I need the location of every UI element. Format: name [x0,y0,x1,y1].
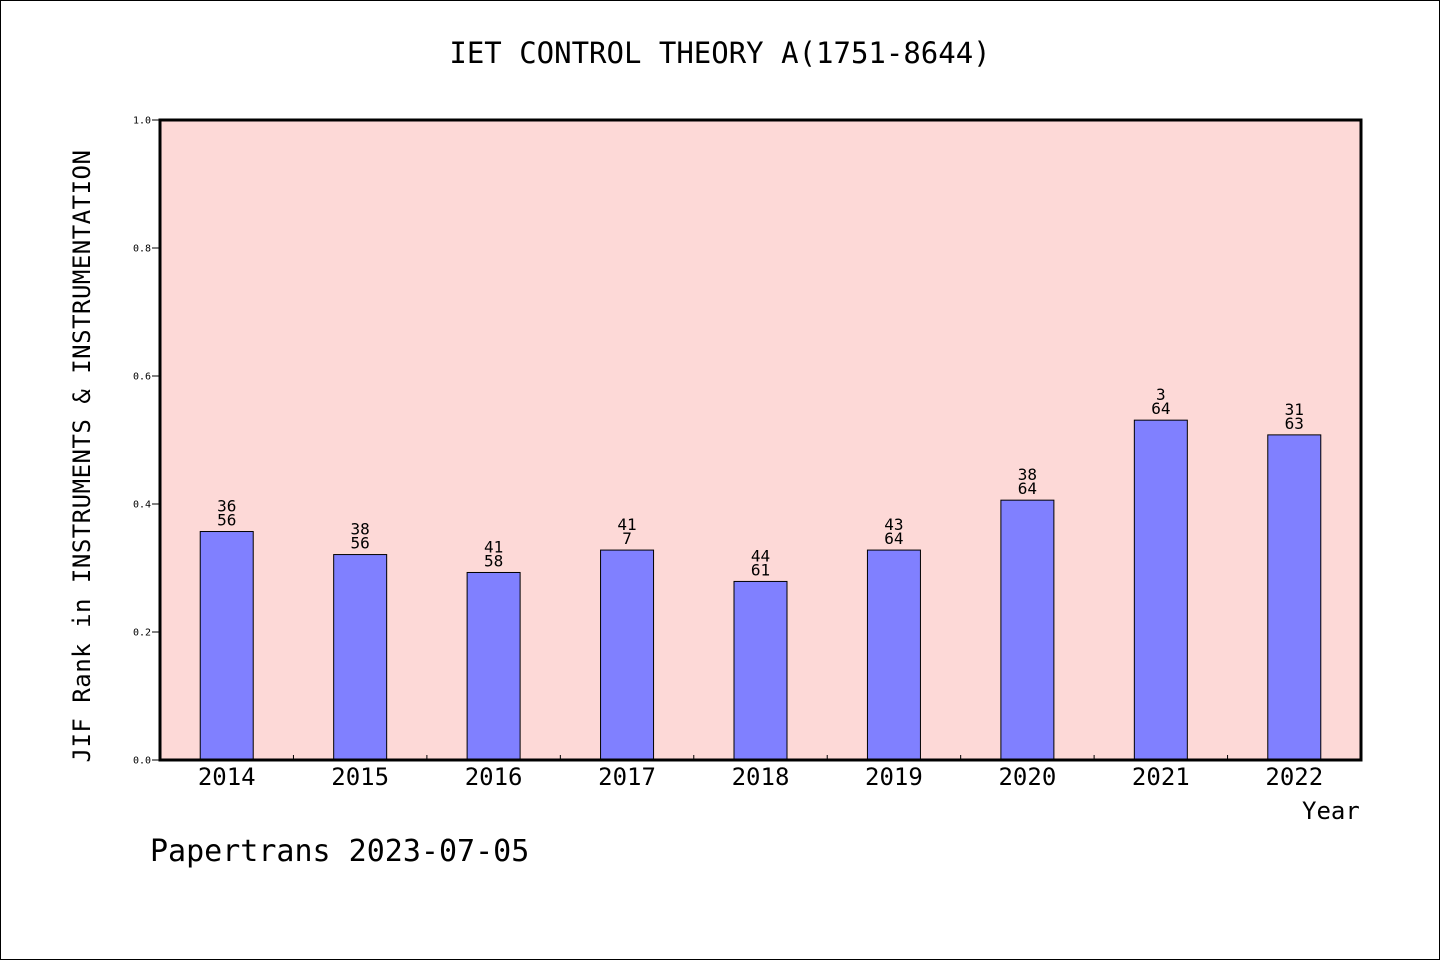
bar-2021 [1133,419,1188,761]
data-label-rank: 44 [751,546,770,565]
bar-2019 [866,549,921,761]
data-label-total: 56 [217,511,236,530]
data-label-total: 64 [1151,399,1170,418]
plot-border [158,118,1363,762]
data-label-rank: 31 [1285,400,1304,419]
data-label-total: 58 [484,551,503,570]
y-tick-label: 1.0 [133,116,151,127]
bar-2020 [1000,499,1055,761]
data-label-rank: 36 [217,497,236,516]
bar-2017 [600,549,655,761]
data-label-rank: 3 [1156,385,1166,404]
x-axis-label: Year [1302,797,1360,825]
x-tick-label: 2021 [1132,763,1190,791]
x-tick-label: 2020 [998,763,1056,791]
data-label-total: 61 [751,560,770,579]
data-labels-group: 2014365620153856201641582017417201844612… [198,385,1323,791]
y-tick-label: 0.4 [133,500,151,511]
bar-2016 [466,571,521,761]
y-tick-label: 0.0 [133,756,151,767]
x-tick-label: 2019 [865,763,923,791]
chart-title: IET CONTROL THEORY A(1751-8644) [449,36,991,70]
x-tick-label: 2014 [198,763,256,791]
data-label-rank: 38 [1018,465,1037,484]
x-tick-label: 2017 [598,763,656,791]
data-label-total: 56 [351,534,370,553]
bar-2014 [199,531,254,761]
y-tick-label: 0.8 [133,244,151,255]
data-label-total: 64 [884,529,903,548]
y-tick-label: 0.2 [133,628,151,639]
data-label-rank: 41 [484,537,503,556]
data-label-total: 64 [1018,479,1037,498]
data-label-total: 7 [622,529,632,548]
data-label-total: 63 [1285,414,1304,433]
data-label-rank: 43 [884,515,903,534]
data-label-rank: 38 [351,520,370,539]
bar-2022 [1267,434,1322,761]
footer-credit: Papertrans 2023-07-05 [150,834,530,869]
y-tick-label: 0.6 [133,372,151,383]
x-tick-label: 2015 [331,763,389,791]
x-tick-label: 2016 [465,763,523,791]
x-tick-label: 2018 [732,763,790,791]
x-tick-label: 2022 [1265,763,1323,791]
bar-2018 [733,580,788,761]
bars-group [199,419,1322,761]
bar-2015 [333,554,388,761]
data-label-rank: 41 [617,515,636,534]
